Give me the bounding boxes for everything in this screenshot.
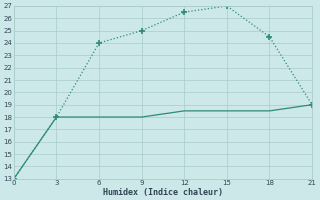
X-axis label: Humidex (Indice chaleur): Humidex (Indice chaleur) — [103, 188, 223, 197]
